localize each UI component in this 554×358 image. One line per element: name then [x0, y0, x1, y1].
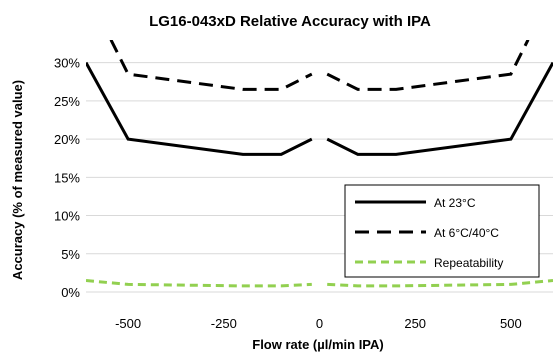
legend: At 23°C At 6°C/40°C Repeatability: [344, 184, 540, 278]
series-line-3: [327, 279, 553, 288]
legend-label: At 6°C/40°C: [434, 226, 499, 240]
y-tick-label: 5%: [61, 247, 80, 262]
series-line-3: [86, 279, 312, 288]
series-line-1: [326, 61, 553, 156]
x-tick-labels: -500 -250 0 250 500: [115, 316, 522, 331]
y-tick-labels: 0% 5% 10% 15% 20% 25% 30%: [54, 56, 80, 300]
x-tick-label: -250: [211, 316, 237, 331]
x-tick-label: 0: [316, 316, 323, 331]
y-tick-label: 15%: [54, 170, 80, 185]
grid: [86, 62, 553, 293]
x-tick-label: -500: [115, 316, 141, 331]
y-tick-label: 20%: [54, 132, 80, 147]
x-axis-title: Flow rate (µl/min IPA): [252, 337, 383, 352]
series-line-1: [86, 61, 313, 156]
y-tick-label: 25%: [54, 94, 80, 109]
x-tick-label: 500: [500, 316, 522, 331]
chart-title: LG16-043xD Relative Accuracy with IPA: [149, 13, 431, 30]
y-tick-label: 30%: [54, 56, 80, 71]
legend-label: Repeatability: [434, 256, 503, 270]
series-lines: [86, 40, 553, 288]
series-line-2: [326, 40, 530, 91]
x-tick-label: 250: [404, 316, 426, 331]
legend-label: At 23°C: [434, 196, 476, 210]
y-tick-label: 0%: [61, 285, 80, 300]
y-tick-label: 10%: [54, 209, 80, 224]
y-axis-title: Accuracy (% of measured value): [10, 80, 25, 280]
series-line-2: [109, 40, 313, 91]
